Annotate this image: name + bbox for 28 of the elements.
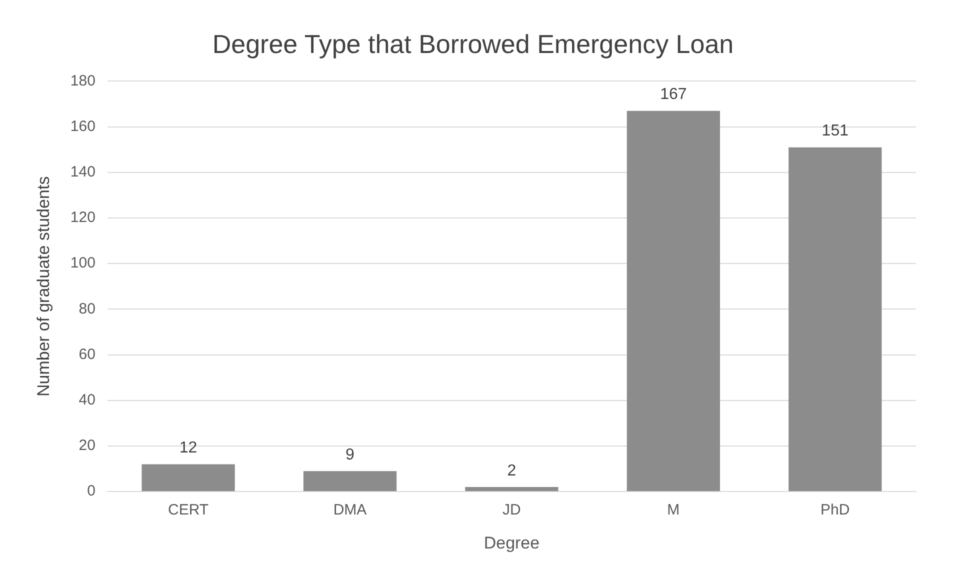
bar (142, 464, 235, 492)
x-tick-label: CERT (168, 502, 209, 519)
bar (465, 487, 558, 492)
bar (788, 147, 882, 492)
chart-title: Degree Type that Borrowed Emergency Loan (212, 28, 734, 59)
data-label: 12 (179, 440, 198, 457)
y-axis-title: Number of graduate students (34, 176, 53, 396)
x-tick-label: JD (502, 502, 522, 519)
x-tick-label: DMA (333, 502, 367, 519)
data-label: 151 (822, 122, 849, 140)
y-tick-label: 120 (70, 209, 96, 226)
y-tick-label: 60 (78, 346, 96, 363)
y-tick-label: 0 (87, 482, 96, 500)
y-tick-label: 140 (70, 164, 96, 181)
y-tick-label: 40 (78, 392, 96, 409)
y-tick-label: 180 (70, 72, 96, 90)
x-tick-label: PhD (820, 502, 850, 519)
x-tick-label: M (667, 502, 680, 519)
data-label: 167 (660, 86, 687, 104)
y-tick-label: 100 (70, 254, 96, 272)
bar (303, 471, 397, 492)
y-tick-label: 80 (78, 300, 96, 318)
x-axis-title: Degree (484, 533, 540, 552)
data-label: 2 (507, 462, 516, 480)
bar (626, 110, 720, 492)
y-tick-label: 20 (78, 437, 96, 454)
data-label: 9 (346, 446, 355, 464)
y-tick-label: 160 (70, 118, 96, 135)
